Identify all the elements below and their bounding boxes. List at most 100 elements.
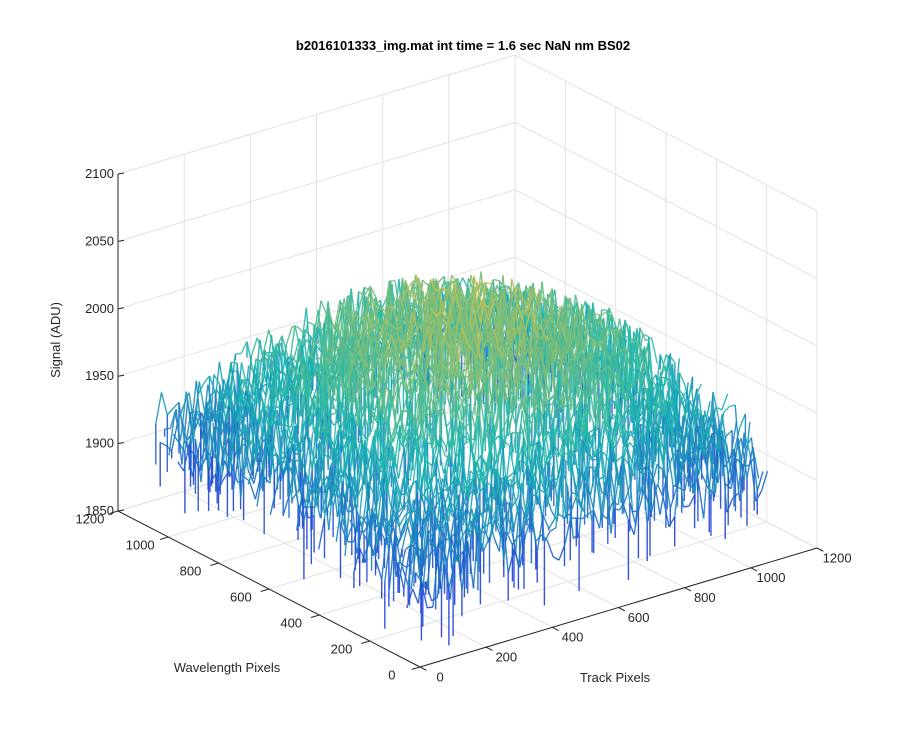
surface-segment: [369, 342, 377, 388]
surface-segment: [410, 358, 418, 397]
surface-segment: [705, 433, 713, 472]
surface-segment: [461, 434, 469, 440]
surface-segment: [501, 328, 509, 334]
surface-segment: [552, 420, 560, 477]
surface-segment: [344, 329, 352, 352]
surface-segment: [539, 378, 548, 405]
surface-segment: [362, 361, 370, 397]
surface-segment: [678, 372, 686, 387]
surface-segment: [738, 413, 747, 429]
surface-segment: [550, 292, 558, 307]
surface-segment: [597, 341, 605, 345]
surface-segment: [397, 562, 405, 590]
surface-segment: [629, 381, 637, 389]
surface-segment: [461, 423, 469, 436]
surface-segment: [433, 438, 440, 450]
surface-segment: [464, 375, 472, 380]
surface-segment: [394, 490, 402, 535]
surface-segment: [481, 504, 489, 552]
surface-segment: [542, 461, 550, 517]
surface-segment: [509, 327, 517, 380]
surface-segment: [389, 424, 397, 443]
surface-segment: [329, 455, 337, 467]
surface-segment: [428, 469, 436, 490]
surface-segment: [694, 432, 702, 495]
surface-segment: [653, 482, 661, 515]
surface-segment: [222, 470, 230, 481]
surface-segment: [373, 370, 381, 393]
surface-segment: [310, 352, 318, 373]
surface-segment: [257, 371, 264, 376]
surface-segment: [349, 302, 357, 331]
surface-segment: [505, 432, 513, 485]
surface-segment: [195, 411, 203, 423]
surface-segment: [315, 340, 322, 342]
surface-segment: [310, 460, 318, 507]
surface-segment: [559, 321, 567, 343]
surface-segment: [501, 417, 509, 433]
surface-segment: [615, 365, 623, 385]
surface-segment: [312, 443, 320, 466]
surface-segment: [332, 484, 340, 507]
surface-segment: [743, 422, 751, 482]
surface-segment: [538, 341, 546, 415]
surface-segment: [276, 454, 284, 472]
surface-segment: [685, 429, 693, 464]
surface-segment: [438, 439, 446, 457]
surface-segment: [453, 421, 461, 481]
surface-segment: [569, 496, 577, 514]
surface-segment: [593, 312, 600, 316]
surface-segment: [564, 384, 572, 446]
surface-segment: [373, 513, 381, 526]
surface-segment: [508, 469, 516, 533]
surface-segment: [338, 470, 346, 486]
surface-segment: [318, 518, 326, 550]
surface-segment: [448, 563, 456, 589]
surface-segment: [499, 477, 507, 503]
surface-segment: [535, 429, 543, 451]
surface-segment: [492, 292, 500, 300]
surface-segment: [411, 312, 419, 331]
surface-segment: [287, 395, 295, 406]
surface-segment: [589, 466, 596, 469]
surface-segment: [279, 415, 287, 462]
surface-segment: [467, 347, 475, 401]
surface-segment: [362, 544, 370, 560]
surface-segment: [370, 507, 378, 545]
surface-segment: [429, 372, 437, 389]
surface-segment: [444, 366, 451, 374]
surface-segment: [357, 287, 365, 312]
surface-segment: [598, 373, 606, 428]
surface-segment: [399, 295, 407, 323]
surface-segment: [530, 307, 538, 338]
surface-segment: [565, 492, 573, 519]
surface-segment: [159, 441, 167, 447]
surface-segment: [725, 429, 733, 437]
surface-segment: [538, 386, 546, 412]
surface-segment: [219, 422, 227, 475]
surface-segment: [610, 353, 618, 411]
surface-segment: [372, 527, 380, 557]
surface-segment: [395, 485, 403, 507]
surface-segment: [568, 452, 576, 482]
surface-segment: [629, 441, 636, 451]
surface-segment: [405, 449, 413, 495]
surface-segment: [244, 424, 252, 445]
surface-segment: [629, 335, 637, 343]
surface-segment: [407, 522, 415, 586]
surface-segment: [329, 412, 336, 416]
surface-segment: [492, 424, 500, 480]
surface-segment: [623, 348, 631, 369]
surface-segment: [372, 319, 379, 329]
surface-segment: [455, 286, 463, 300]
surface-segment: [360, 515, 368, 526]
surface-segment: [306, 465, 314, 509]
surface-segment: [219, 384, 227, 409]
surface-segment: [455, 507, 463, 513]
surface-segment: [585, 482, 593, 523]
surface-segment: [265, 419, 272, 427]
surface-segment: [287, 443, 294, 451]
surface-segment: [385, 372, 393, 379]
surface-segment: [478, 507, 486, 527]
surface-segment: [698, 437, 706, 456]
